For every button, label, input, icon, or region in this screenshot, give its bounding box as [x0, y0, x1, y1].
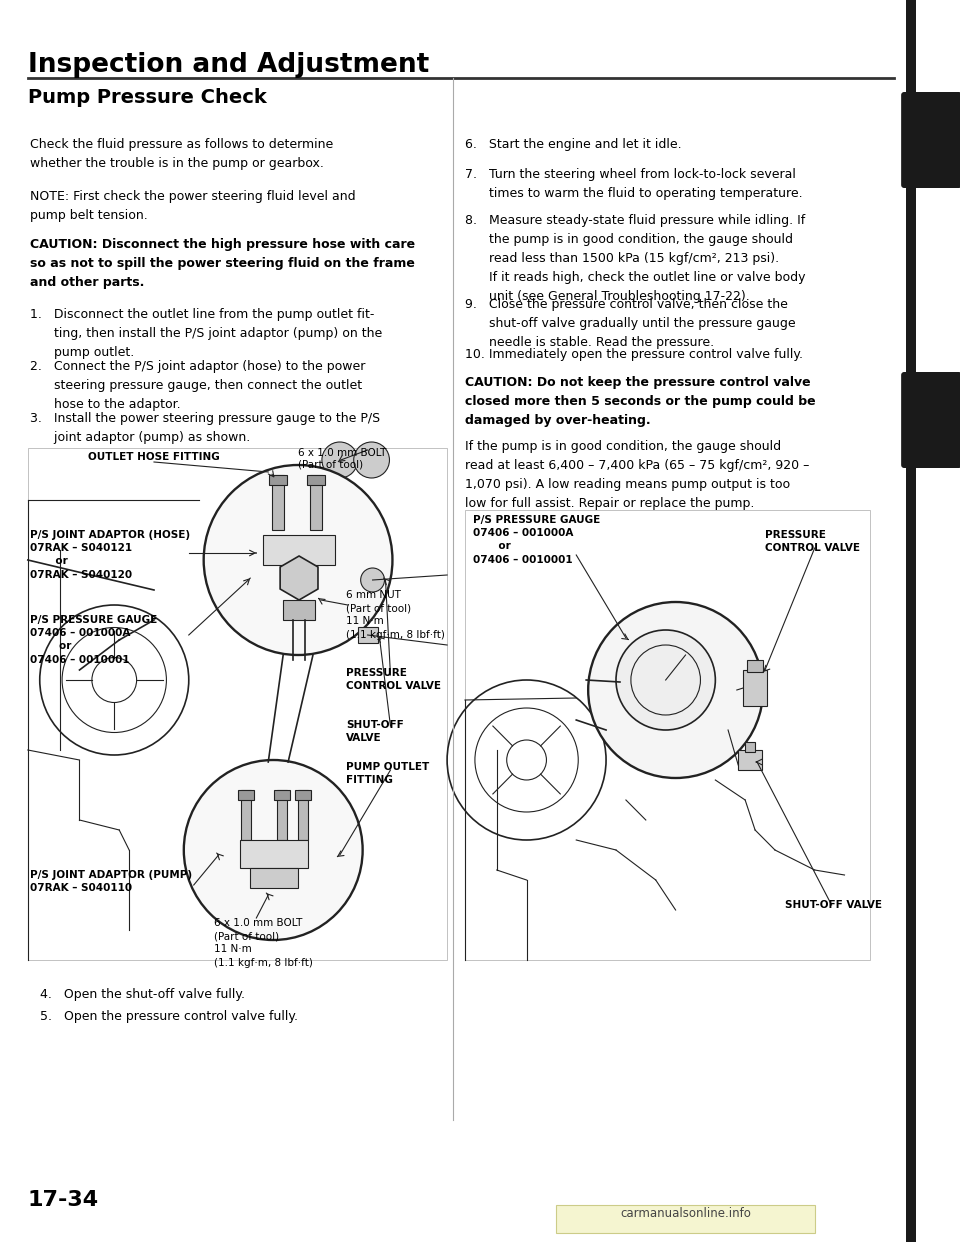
- Text: carmanualsonline.info: carmanualsonline.info: [620, 1207, 751, 1220]
- Bar: [738, 750, 762, 770]
- Circle shape: [361, 568, 385, 592]
- Circle shape: [353, 442, 390, 478]
- Bar: [906, 0, 916, 1242]
- Text: 6 x 1.0 mm BOLT
(Part of tool)
11 N·m
(1.1 kgf·m, 8 lbf·ft): 6 x 1.0 mm BOLT (Part of tool) 11 N·m (1…: [214, 918, 313, 968]
- Bar: [298, 790, 308, 840]
- Bar: [557, 1205, 815, 1233]
- Bar: [465, 510, 871, 960]
- Text: 17-34: 17-34: [28, 1190, 99, 1210]
- Circle shape: [588, 602, 763, 777]
- Text: 6.   Start the engine and let it idle.: 6. Start the engine and let it idle.: [465, 138, 682, 152]
- Bar: [747, 660, 763, 672]
- Circle shape: [322, 442, 358, 478]
- Text: 4.   Open the shut-off valve fully.: 4. Open the shut-off valve fully.: [39, 987, 245, 1001]
- Text: 10. Immediately open the pressure control valve fully.: 10. Immediately open the pressure contro…: [465, 348, 803, 361]
- Text: SHUT-OFF
VALVE: SHUT-OFF VALVE: [346, 720, 403, 743]
- Text: 8.   Measure steady-state fluid pressure while idling. If
      the pump is in g: 8. Measure steady-state fluid pressure w…: [465, 214, 805, 303]
- Circle shape: [183, 760, 363, 940]
- Bar: [263, 535, 335, 565]
- Text: Pump Pressure Check: Pump Pressure Check: [28, 88, 267, 107]
- Bar: [240, 840, 308, 868]
- Bar: [358, 627, 377, 643]
- Bar: [745, 741, 756, 751]
- Text: Check the fluid pressure as follows to determine
whether the trouble is in the p: Check the fluid pressure as follows to d…: [30, 138, 333, 170]
- Bar: [310, 474, 322, 530]
- Text: PRESSURE
CONTROL VALVE: PRESSURE CONTROL VALVE: [765, 530, 860, 553]
- Bar: [743, 669, 767, 705]
- Bar: [251, 868, 298, 888]
- Text: 6 x 1.0 mm BOLT
(Part of tool): 6 x 1.0 mm BOLT (Part of tool): [298, 448, 387, 469]
- Text: 6 mm NUT
(Part of tool)
11 N·m
(1.1 kgf·m, 8 lbf·ft): 6 mm NUT (Part of tool) 11 N·m (1.1 kgf·…: [346, 590, 444, 640]
- Text: SHUT-OFF VALVE: SHUT-OFF VALVE: [785, 900, 882, 910]
- Circle shape: [616, 630, 715, 730]
- Text: P/S PRESSURE GAUGE
07406 – 001000A
        or
07406 – 0010001: P/S PRESSURE GAUGE 07406 – 001000A or 07…: [30, 615, 157, 664]
- Bar: [295, 790, 311, 800]
- Bar: [241, 790, 252, 840]
- Bar: [307, 474, 324, 484]
- Text: CAUTION: Disconnect the high pressure hose with care
so as not to spill the powe: CAUTION: Disconnect the high pressure ho…: [30, 238, 415, 289]
- Text: PRESSURE
CONTROL VALVE: PRESSURE CONTROL VALVE: [346, 668, 441, 692]
- Text: CAUTION: Do not keep the pressure control valve
closed more then 5 seconds or th: CAUTION: Do not keep the pressure contro…: [465, 376, 816, 427]
- Bar: [283, 600, 315, 620]
- Text: NOTE: First check the power steering fluid level and
pump belt tension.: NOTE: First check the power steering flu…: [30, 190, 355, 222]
- Text: 2.   Connect the P/S joint adaptor (hose) to the power
      steering pressure g: 2. Connect the P/S joint adaptor (hose) …: [30, 360, 365, 411]
- Bar: [238, 790, 254, 800]
- Text: P/S JOINT ADAPTOR (HOSE)
07RAK – S040121
       or
07RAK – S040120: P/S JOINT ADAPTOR (HOSE) 07RAK – S040121…: [30, 530, 190, 580]
- Bar: [269, 474, 287, 484]
- FancyBboxPatch shape: [901, 373, 960, 468]
- Bar: [28, 448, 447, 960]
- Text: 5.   Open the pressure control valve fully.: 5. Open the pressure control valve fully…: [39, 1010, 298, 1023]
- Polygon shape: [280, 556, 318, 600]
- Text: 7.   Turn the steering wheel from lock-to-lock several
      times to warm the f: 7. Turn the steering wheel from lock-to-…: [465, 168, 803, 200]
- Text: 9.   Close the pressure control valve, then close the
      shut-off valve gradu: 9. Close the pressure control valve, the…: [465, 298, 796, 349]
- Bar: [277, 790, 287, 840]
- FancyBboxPatch shape: [901, 92, 960, 188]
- Text: 1.   Disconnect the outlet line from the pump outlet fit-
      ting, then insta: 1. Disconnect the outlet line from the p…: [30, 308, 382, 359]
- Text: Inspection and Adjustment: Inspection and Adjustment: [28, 52, 429, 78]
- Bar: [273, 474, 284, 530]
- Bar: [275, 790, 290, 800]
- Text: P/S PRESSURE GAUGE
07406 – 001000A
       or
07406 – 0010001: P/S PRESSURE GAUGE 07406 – 001000A or 07…: [473, 515, 600, 565]
- Circle shape: [204, 465, 393, 655]
- Text: P/S JOINT ADAPTOR (PUMP)
07RAK – S040110: P/S JOINT ADAPTOR (PUMP) 07RAK – S040110: [30, 869, 192, 893]
- Text: OUTLET HOSE FITTING: OUTLET HOSE FITTING: [88, 452, 220, 462]
- Text: PUMP OUTLET
FITTING: PUMP OUTLET FITTING: [346, 763, 429, 785]
- Text: 3.   Install the power steering pressure gauge to the P/S
      joint adaptor (p: 3. Install the power steering pressure g…: [30, 412, 380, 443]
- Text: If the pump is in good condition, the gauge should
read at least 6,400 – 7,400 k: If the pump is in good condition, the ga…: [465, 440, 809, 510]
